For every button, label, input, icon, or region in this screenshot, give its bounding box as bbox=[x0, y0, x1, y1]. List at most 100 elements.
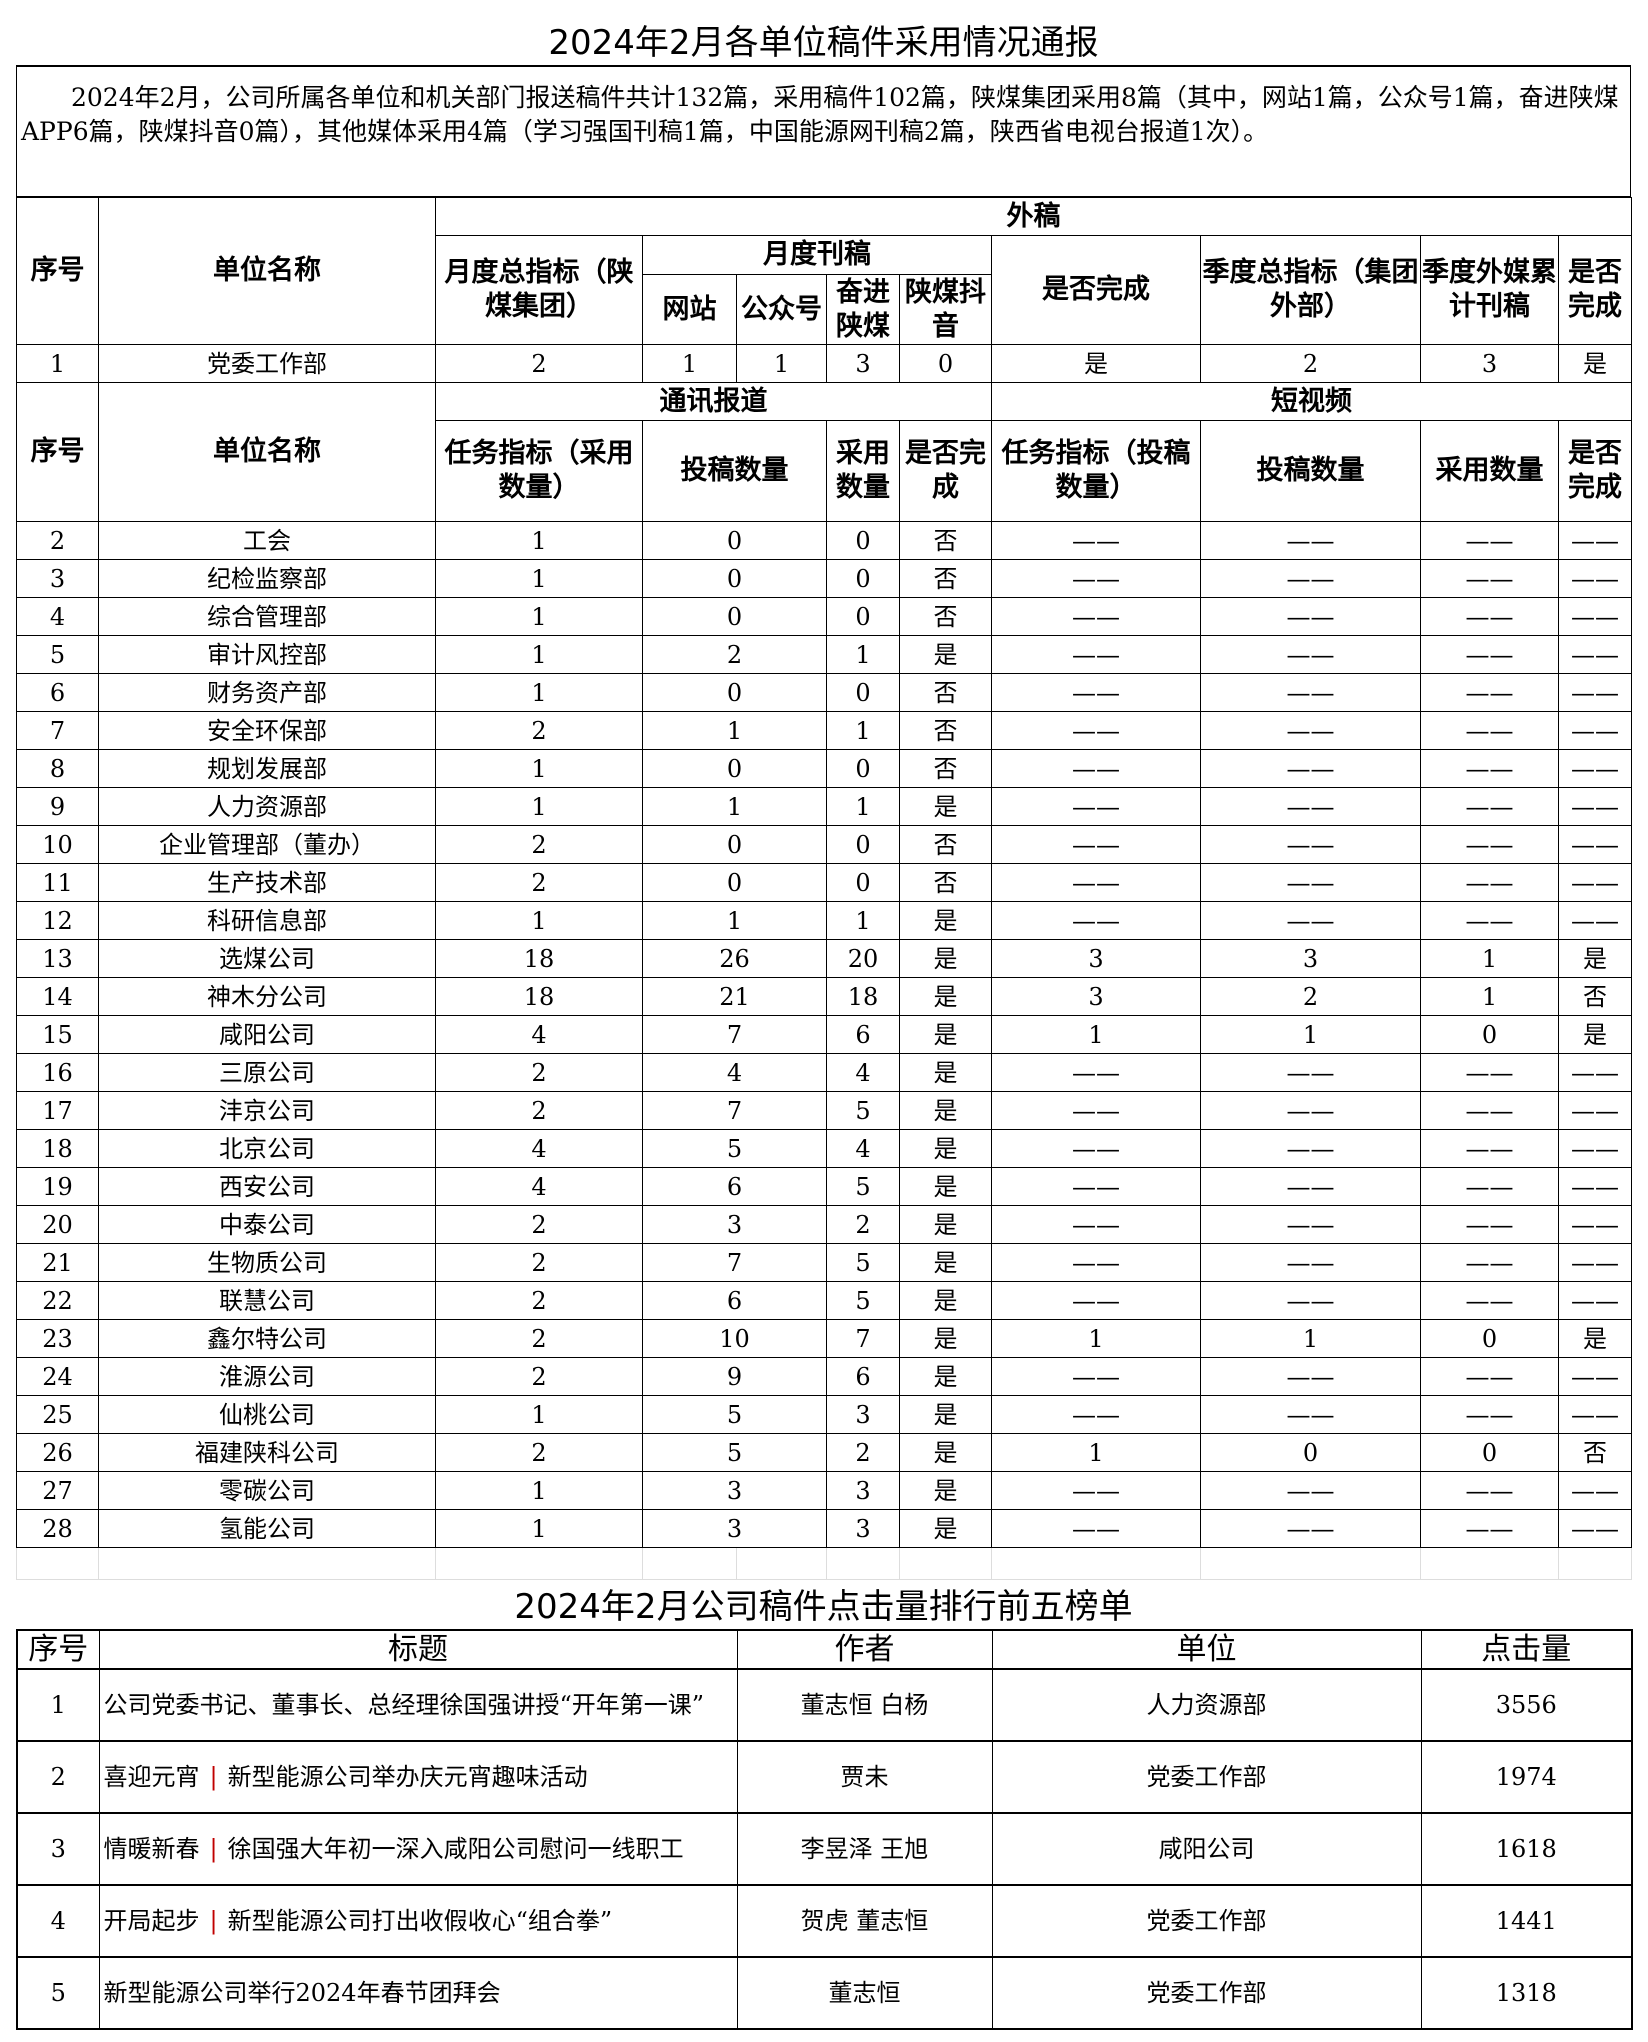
table-cell: —— bbox=[991, 635, 1201, 674]
unit-name: 审计风控部 bbox=[98, 635, 436, 674]
table-cell: 10 bbox=[16, 825, 99, 864]
table-cell: 党委工作部 bbox=[98, 344, 436, 383]
title-part: 新型能源公司举行2024年春节团拜会 bbox=[103, 1979, 501, 2007]
table-cell: —— bbox=[1420, 1129, 1559, 1168]
table-cell: 7 bbox=[642, 1015, 827, 1054]
table-cell: 是 bbox=[1557, 1319, 1633, 1358]
table-cell: 1 bbox=[826, 901, 900, 940]
table-cell: 1 bbox=[826, 711, 900, 750]
table-cell: 是 bbox=[899, 787, 992, 826]
table-cell: —— bbox=[1557, 559, 1633, 598]
table-cell: 0 bbox=[642, 597, 827, 636]
table-cell: —— bbox=[1200, 559, 1421, 598]
table-cell: —— bbox=[1420, 787, 1559, 826]
table-cell: 5 bbox=[16, 635, 99, 674]
table-cell: —— bbox=[991, 1395, 1201, 1434]
table-cell: 1 bbox=[642, 901, 827, 940]
table-cell: 6 bbox=[826, 1015, 900, 1054]
table-cell: 3 bbox=[826, 1471, 900, 1510]
clicks: 1618 bbox=[1420, 1812, 1633, 1886]
table-cell: —— bbox=[1200, 711, 1421, 750]
ranking-header: 作者 bbox=[736, 1629, 993, 1670]
table-cell: —— bbox=[1200, 1357, 1421, 1396]
table-cell: 27 bbox=[16, 1471, 99, 1510]
header-done: 是否完成 bbox=[991, 235, 1201, 345]
article-title[interactable]: 喜迎元宵 | 新型能源公司举办庆元宵趣味活动 bbox=[98, 1740, 738, 1814]
header-monthly-pub: 月度刊稿 bbox=[642, 235, 992, 275]
table-cell: 5 bbox=[826, 1243, 900, 1282]
empty-cell bbox=[1200, 1547, 1421, 1580]
header-seq: 序号 bbox=[16, 197, 99, 345]
table-cell: 1 bbox=[736, 344, 827, 383]
article-title[interactable]: 新型能源公司举行2024年春节团拜会 bbox=[98, 1956, 738, 2030]
table-cell: —— bbox=[1557, 1395, 1633, 1434]
table-cell: —— bbox=[1200, 597, 1421, 636]
table-cell: —— bbox=[1200, 901, 1421, 940]
table-cell: 9 bbox=[16, 787, 99, 826]
header-news-done: 是否完成 bbox=[899, 420, 992, 522]
table-cell: 10 bbox=[642, 1319, 827, 1358]
unit-name: 工会 bbox=[98, 521, 436, 560]
rank-seq: 5 bbox=[16, 1956, 100, 2030]
ranking-row: 4 开局起步 | 新型能源公司打出收假收心“组合拳” 贺虎 董志恒 党委工作部 1441 bbox=[16, 1884, 1633, 1958]
table-row: 9 人力资源部 1 1 1 是 —— —— —— —— bbox=[16, 787, 1633, 826]
header-video-done: 是否完成 bbox=[1557, 420, 1633, 522]
unit-name: 西安公司 bbox=[98, 1167, 436, 1206]
header-wechat: 公众号 bbox=[736, 274, 827, 345]
table-cell: 是 bbox=[899, 1015, 992, 1054]
table-cell: 是 bbox=[899, 1281, 992, 1320]
unit-name: 鑫尔特公司 bbox=[98, 1319, 436, 1358]
table-cell: —— bbox=[1420, 1281, 1559, 1320]
table-cell: 4 bbox=[435, 1129, 643, 1168]
table-cell: —— bbox=[1200, 1471, 1421, 1510]
table-cell: —— bbox=[1200, 521, 1421, 560]
table-cell: —— bbox=[991, 1167, 1201, 1206]
article-title[interactable]: 开局起步 | 新型能源公司打出收假收心“组合拳” bbox=[98, 1884, 738, 1958]
empty-cell bbox=[899, 1547, 992, 1580]
table-cell: —— bbox=[1200, 787, 1421, 826]
table-cell: 3 bbox=[826, 344, 900, 383]
table-cell: 0 bbox=[1420, 1015, 1559, 1054]
table-cell: 5 bbox=[826, 1167, 900, 1206]
empty-cell bbox=[435, 1547, 643, 1580]
ranking-header: 标题 bbox=[98, 1629, 738, 1670]
table-cell: —— bbox=[1557, 711, 1633, 750]
article-title[interactable]: 公司党委书记、董事长、总经理徐国强讲授“开年第一课” bbox=[98, 1668, 738, 1742]
table-cell: 否 bbox=[1557, 1433, 1633, 1472]
unit: 党委工作部 bbox=[991, 1740, 1422, 1814]
table-cell: —— bbox=[1420, 635, 1559, 674]
table-cell: —— bbox=[1557, 901, 1633, 940]
separator: | bbox=[209, 1763, 218, 1791]
title-part: 开局起步 bbox=[103, 1907, 200, 1935]
table-cell: —— bbox=[991, 1281, 1201, 1320]
table-cell: —— bbox=[1557, 1281, 1633, 1320]
table-cell: —— bbox=[1420, 749, 1559, 788]
unit: 人力资源部 bbox=[991, 1668, 1422, 1742]
table-cell: 18 bbox=[16, 1129, 99, 1168]
table-cell: 是 bbox=[991, 344, 1201, 383]
table-cell: —— bbox=[1420, 1471, 1559, 1510]
table-cell: —— bbox=[1557, 1471, 1633, 1510]
table-row: 21 生物质公司 2 7 5 是 —— —— —— —— bbox=[16, 1243, 1633, 1282]
table-cell: 3 bbox=[642, 1205, 827, 1244]
table-row: 1 党委工作部 2 1 1 3 0 是 2 3 是 bbox=[16, 344, 1633, 383]
table-cell: 是 bbox=[899, 1205, 992, 1244]
table-cell: —— bbox=[1557, 1091, 1633, 1130]
table-cell: —— bbox=[991, 1357, 1201, 1396]
table-cell: 3 bbox=[991, 977, 1201, 1016]
table-cell: —— bbox=[1200, 635, 1421, 674]
table-cell: —— bbox=[1557, 521, 1633, 560]
table-cell: 25 bbox=[16, 1395, 99, 1434]
table-cell: 3 bbox=[826, 1509, 900, 1548]
table-cell: —— bbox=[1557, 1509, 1633, 1548]
table-cell: 16 bbox=[16, 1053, 99, 1092]
table-row: 11 生产技术部 2 0 0 否 —— —— —— —— bbox=[16, 863, 1633, 902]
unit-name: 综合管理部 bbox=[98, 597, 436, 636]
table-cell: —— bbox=[1420, 1357, 1559, 1396]
table-cell: —— bbox=[1200, 673, 1421, 712]
table-cell: 5 bbox=[642, 1395, 827, 1434]
table-cell: —— bbox=[991, 1053, 1201, 1092]
table-cell: 0 bbox=[642, 559, 827, 598]
article-title[interactable]: 情暖新春 | 徐国强大年初一深入咸阳公司慰问一线职工 bbox=[98, 1812, 738, 1886]
table-row: 7 安全环保部 2 1 1 否 —— —— —— —— bbox=[16, 711, 1633, 750]
